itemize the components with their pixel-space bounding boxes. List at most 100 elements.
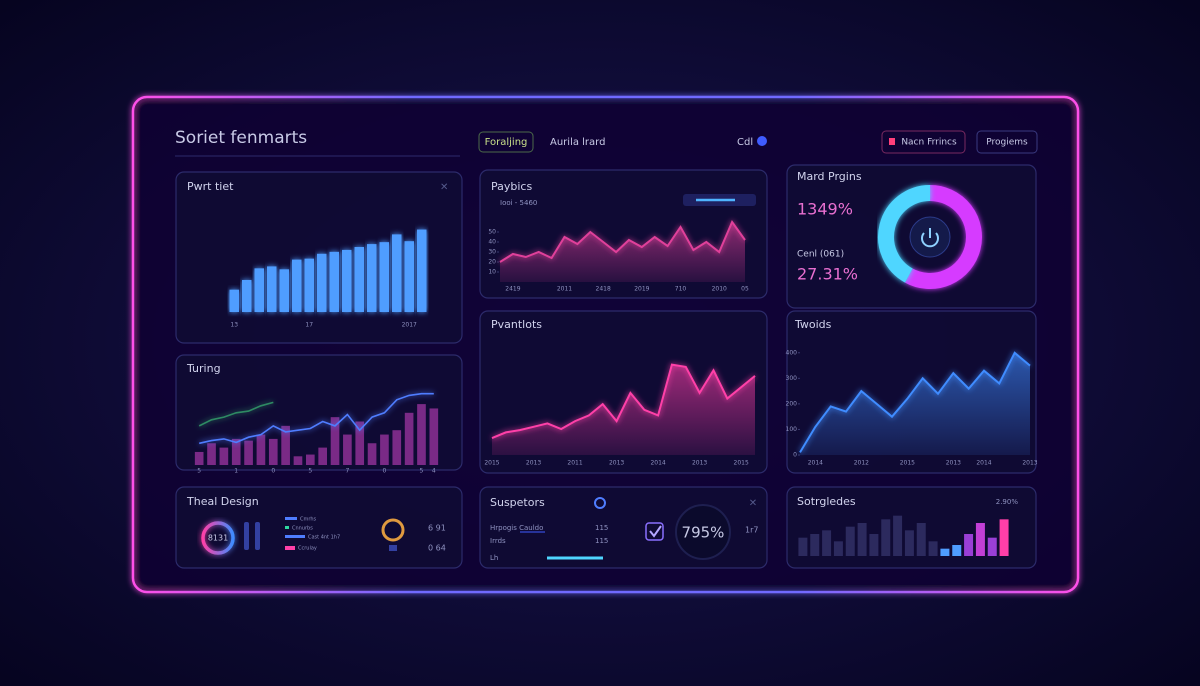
checkbox[interactable] (645, 522, 664, 541)
legend-label: Cmrhs (300, 517, 316, 523)
line (499, 219, 746, 263)
button-icon (889, 138, 895, 145)
y-tick-label: 400 (786, 349, 798, 356)
chart-title: Paybics (491, 180, 532, 193)
chart-title: Sotrgledes (797, 495, 856, 508)
stat: 6 91 (428, 524, 446, 533)
bar (379, 242, 389, 312)
bar (916, 523, 926, 556)
x-tick-label: 2017 (402, 322, 417, 329)
bar (318, 447, 327, 465)
bar (343, 434, 352, 465)
big-value: 795% (682, 524, 725, 542)
bar (256, 434, 266, 465)
bar (380, 434, 389, 465)
x-tick-label: 05 (741, 286, 749, 293)
stat-value: 27.31% (797, 265, 858, 284)
y-tick-label: 40 (488, 239, 496, 246)
y-tick-label: 100 (786, 426, 798, 433)
y-tick-label: 200 (786, 400, 798, 407)
legend-swatch (285, 546, 295, 550)
bar (367, 443, 377, 465)
close-icon[interactable]: ✕ (440, 182, 448, 193)
area (800, 352, 1030, 455)
button-box[interactable] (881, 130, 966, 154)
bar (268, 438, 278, 465)
bar (999, 519, 1009, 556)
x-tick-label: 2013 (609, 460, 624, 467)
bar (952, 545, 962, 556)
y-tick-label: 300 (786, 375, 798, 382)
area (492, 364, 755, 455)
bar (194, 451, 204, 465)
stat-value: 1349% (797, 200, 853, 219)
close-icon[interactable]: ✕ (749, 498, 757, 509)
value-ring (675, 504, 731, 560)
stat: 0 64 (428, 544, 446, 553)
row-value: 115 (595, 524, 608, 532)
legend-label: Cast 4nt 1h7 (308, 535, 340, 541)
x-tick-label: 2418 (596, 286, 611, 293)
bar (822, 530, 832, 556)
bar (292, 259, 302, 312)
chart-title: Twoids (794, 318, 832, 331)
tab[interactable]: Cdl (737, 137, 753, 148)
bar (928, 541, 938, 556)
bar (987, 537, 997, 556)
panel-title: Theal Design (186, 495, 259, 508)
bar (881, 519, 891, 556)
bar (293, 456, 303, 465)
mini-bar (244, 522, 249, 550)
tab[interactable]: Aurila lrard (550, 137, 605, 148)
line (198, 401, 274, 427)
bar (940, 548, 950, 556)
button-box[interactable] (976, 130, 1038, 154)
x-tick-label: 2014 (808, 460, 823, 467)
chart-title: Turing (186, 362, 221, 375)
x-tick-label: 2015 (484, 460, 499, 467)
tab-box[interactable] (478, 131, 534, 153)
chart-subtitle: Iooi - 5460 (500, 199, 537, 207)
icon (594, 497, 606, 509)
x-tick-label: 2013 (946, 460, 961, 467)
x-tick-label: 2011 (557, 286, 572, 293)
legend-swatch (285, 517, 297, 520)
y-tick-label: 50 (488, 229, 496, 236)
mini-bar (255, 522, 260, 550)
y-tick-label: 10 (488, 269, 496, 276)
bar (904, 530, 914, 556)
bar (845, 526, 855, 556)
area (500, 222, 745, 282)
bar (355, 421, 365, 465)
legend-label: Ccrulay (298, 546, 317, 552)
x-tick-label: 4 (432, 468, 436, 475)
button[interactable]: Progiems (986, 138, 1028, 148)
bar (417, 229, 427, 312)
bar (342, 249, 352, 312)
legend-swatch (285, 526, 289, 529)
x-tick-label: 2013 (1022, 460, 1037, 467)
bar (975, 523, 985, 556)
chart-title: Pvantlots (491, 318, 542, 331)
bar (304, 258, 314, 312)
line (199, 392, 434, 445)
x-tick-label: 0 (383, 468, 387, 475)
x-tick-label: 2014 (650, 460, 665, 467)
x-tick-label: 13 (230, 322, 238, 329)
bar (964, 534, 974, 556)
line (491, 363, 756, 440)
dashboard-title: Soriet fenmarts (175, 128, 307, 148)
bar (392, 430, 402, 465)
mini-bar (389, 545, 397, 551)
button[interactable]: Nacn Frrincs (901, 138, 957, 148)
x-tick-label: 1 (234, 468, 238, 475)
x-tick-label: 2014 (976, 460, 991, 467)
x-tick-label: 2010 (712, 286, 727, 293)
gauge (381, 518, 405, 542)
bar (367, 244, 377, 312)
side-value: 1r7 (745, 526, 758, 535)
tab[interactable]: Foraljing (485, 137, 528, 148)
tab-icon (757, 136, 767, 146)
